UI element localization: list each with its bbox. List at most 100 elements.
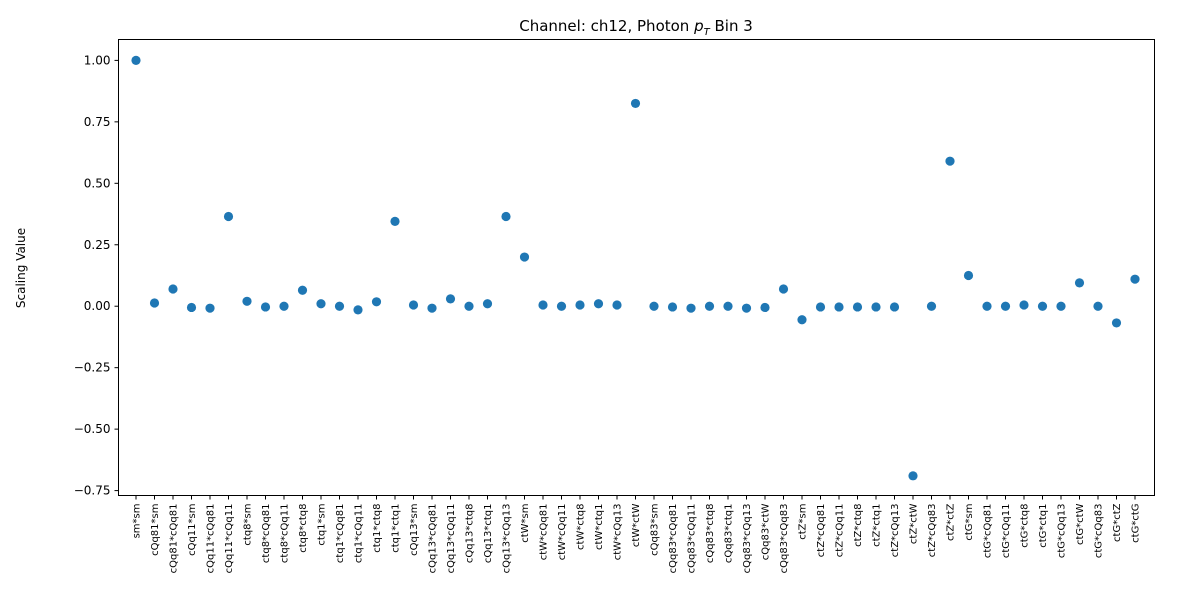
x-tick-label: ctZ*ctW xyxy=(909,503,920,544)
data-point xyxy=(871,302,881,312)
x-tick-label: ctZ*ctq1 xyxy=(872,504,883,547)
x-tick-label: cQq83*ctq8 xyxy=(705,504,716,564)
x-tick-label: ctq1*cQq81 xyxy=(335,504,346,564)
data-point xyxy=(186,302,197,313)
x-tick-label: cQq13*sm xyxy=(409,504,420,556)
data-point xyxy=(575,300,585,310)
x-tick-label: ctq8*cQq11 xyxy=(280,504,291,564)
data-point xyxy=(1093,301,1103,311)
x-tick-label: ctZ*cQq81 xyxy=(816,504,827,558)
data-point xyxy=(149,298,160,308)
x-tick-label: cQq11*sm xyxy=(187,504,198,556)
x-tick-label: ctZ*ctq8 xyxy=(853,504,864,547)
data-point xyxy=(1074,278,1085,288)
data-point xyxy=(1111,318,1122,328)
data-point xyxy=(1000,301,1011,311)
data-point xyxy=(982,301,992,311)
y-axis-label: Scaling Value xyxy=(14,228,28,308)
x-tick-label: ctq8*sm xyxy=(243,504,254,546)
x-tick-label: ctW*cQq81 xyxy=(539,504,550,561)
x-tick-label: ctG*ctG xyxy=(1131,504,1142,543)
data-point xyxy=(353,305,363,315)
x-tick-label: cQq13*ctq1 xyxy=(483,504,494,564)
data-point xyxy=(464,301,474,311)
data-point xyxy=(1130,274,1140,284)
data-point xyxy=(371,297,382,307)
data-point xyxy=(408,300,419,310)
x-tick-label: cQq83*cQq83 xyxy=(779,504,790,574)
data-point xyxy=(797,315,807,325)
data-point xyxy=(1056,301,1066,311)
data-point xyxy=(760,302,770,313)
x-tick-label: ctq1*ctq1 xyxy=(391,504,402,553)
y-tick-label: 0.25 xyxy=(84,238,111,252)
x-tick-label: ctG*cQq83 xyxy=(1094,504,1105,559)
x-tick-label: ctW*cQq11 xyxy=(557,504,568,561)
x-tick-label: ctW*ctW xyxy=(631,503,642,547)
data-point xyxy=(889,302,900,312)
data-point xyxy=(168,284,178,294)
y-tick-label: −0.75 xyxy=(74,484,111,498)
data-point xyxy=(908,471,918,481)
x-tick-label: cQq83*ctW xyxy=(761,503,772,560)
data-point xyxy=(815,302,826,312)
data-point xyxy=(834,302,844,312)
data-point xyxy=(704,301,715,311)
data-point xyxy=(686,303,696,313)
data-point xyxy=(593,299,604,309)
x-tick-label: ctq1*ctq8 xyxy=(372,504,383,553)
x-tick-label: cQq81*sm xyxy=(150,504,161,556)
data-point xyxy=(1037,301,1048,311)
x-tick-label: ctG*ctW xyxy=(1075,503,1086,545)
data-point xyxy=(741,303,752,313)
y-tick-label: 0.00 xyxy=(84,299,111,313)
x-tick-label: ctW*ctq8 xyxy=(576,504,587,550)
chart-title: Channel: ch12, Photon pT Bin 3 xyxy=(519,17,753,38)
data-point xyxy=(538,300,548,310)
data-point xyxy=(131,55,141,65)
x-tick-label: ctZ*cQq11 xyxy=(835,504,846,558)
plot-frame xyxy=(118,39,1155,496)
x-tick-label: cQq83*cQq11 xyxy=(687,504,698,574)
data-point xyxy=(963,270,974,281)
data-point xyxy=(649,301,659,311)
y-axis-ticks: −0.75 −0.50 −0.25 0.00 0.25 0.50 0.75 1.00 xyxy=(74,53,119,498)
x-tick-label: ctG*ctq1 xyxy=(1038,504,1049,548)
x-tick-label: ctZ*cQq83 xyxy=(927,504,938,558)
x-tick-label: ctq8*cQq81 xyxy=(261,504,272,564)
x-tick-label: cQq83*ctq1 xyxy=(724,504,735,564)
data-point xyxy=(852,302,863,312)
y-tick-label: 1.00 xyxy=(84,53,111,67)
x-tick-label: ctG*sm xyxy=(964,504,975,541)
data-point xyxy=(501,211,511,222)
data-point xyxy=(1019,300,1029,310)
x-tick-label: cQq13*ctq8 xyxy=(465,504,476,564)
y-tick-label: −0.25 xyxy=(74,361,111,375)
x-tick-label: ctG*cQq11 xyxy=(1001,504,1012,559)
data-point xyxy=(667,302,678,312)
x-axis-ticks: sm*sm cQq81*sm cQq81*cQq81 cQq11*sm cQq11*cQ… xyxy=(132,495,1142,574)
x-tick-label: ctG*ctZ xyxy=(1112,503,1123,542)
x-tick-label: cQq11*cQq11 xyxy=(224,504,235,574)
y-tick-label: 0.50 xyxy=(84,176,111,190)
data-point xyxy=(390,216,400,227)
x-tick-label: ctW*sm xyxy=(520,504,531,543)
data-point xyxy=(279,301,289,311)
x-tick-label: ctZ*sm xyxy=(798,504,809,540)
x-tick-label: cQq13*cQq13 xyxy=(502,504,513,574)
x-tick-label: ctW*ctq1 xyxy=(594,504,605,550)
x-tick-label: ctZ*ctZ xyxy=(946,503,957,541)
x-tick-label: cQq13*cQq11 xyxy=(446,504,457,574)
x-tick-label: ctq1*sm xyxy=(317,504,328,546)
y-tick-label: −0.50 xyxy=(74,422,111,436)
x-tick-label: cQq83*sm xyxy=(650,504,661,556)
x-tick-label: sm*sm xyxy=(132,504,143,539)
y-tick-label: 0.75 xyxy=(84,115,111,129)
data-point xyxy=(316,299,326,309)
data-point xyxy=(778,284,789,294)
data-point xyxy=(482,299,493,309)
data-point xyxy=(260,302,271,312)
x-tick-label: ctq1*cQq11 xyxy=(354,504,365,564)
x-tick-label: ctG*ctq8 xyxy=(1020,504,1031,548)
